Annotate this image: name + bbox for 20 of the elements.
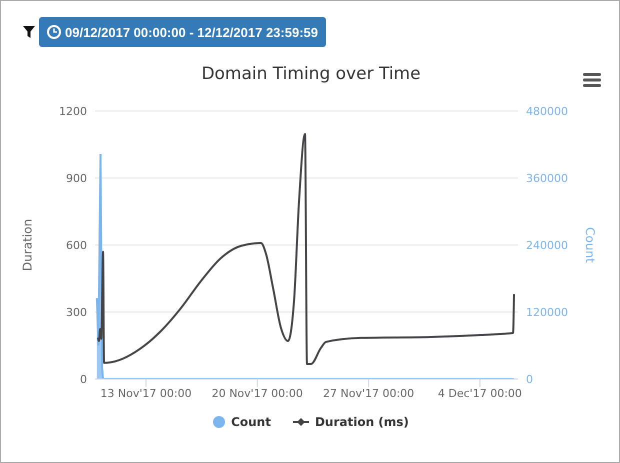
x-tick-label: 4 Dec'17 00:00 <box>438 386 522 400</box>
text: 09/12/2017 00:00:00 - 12/12/2017 23:59:59 <box>65 24 318 40</box>
y-tick-label: 600 <box>66 238 87 252</box>
legend-label: Count <box>231 415 271 429</box>
y-tick-label: 900 <box>66 172 87 185</box>
y2-tick-label: 360000 <box>526 172 568 185</box>
legend-label: Duration (ms) <box>314 415 409 429</box>
x-tick-label: 27 Nov'17 00:00 <box>323 386 414 400</box>
y-tick-label: 0 <box>80 372 87 386</box>
y-axis-title: Duration <box>20 218 34 272</box>
x-tick-label: 20 Nov'17 00:00 <box>212 386 303 400</box>
y-tick-label: 300 <box>66 306 87 319</box>
y2-axis-title: Count <box>582 227 597 264</box>
y-tick-label: 1200 <box>59 104 87 118</box>
y2-tick-label: 0 <box>526 372 533 386</box>
y2-tick-label: 120000 <box>526 306 568 319</box>
y2-tick-label: 240000 <box>526 238 568 252</box>
y2-tick-label: 480000 <box>526 104 568 118</box>
chart-title: Domain Timing over Time <box>200 64 422 84</box>
x-tick-label: 13 Nov'17 00:00 <box>100 386 192 400</box>
